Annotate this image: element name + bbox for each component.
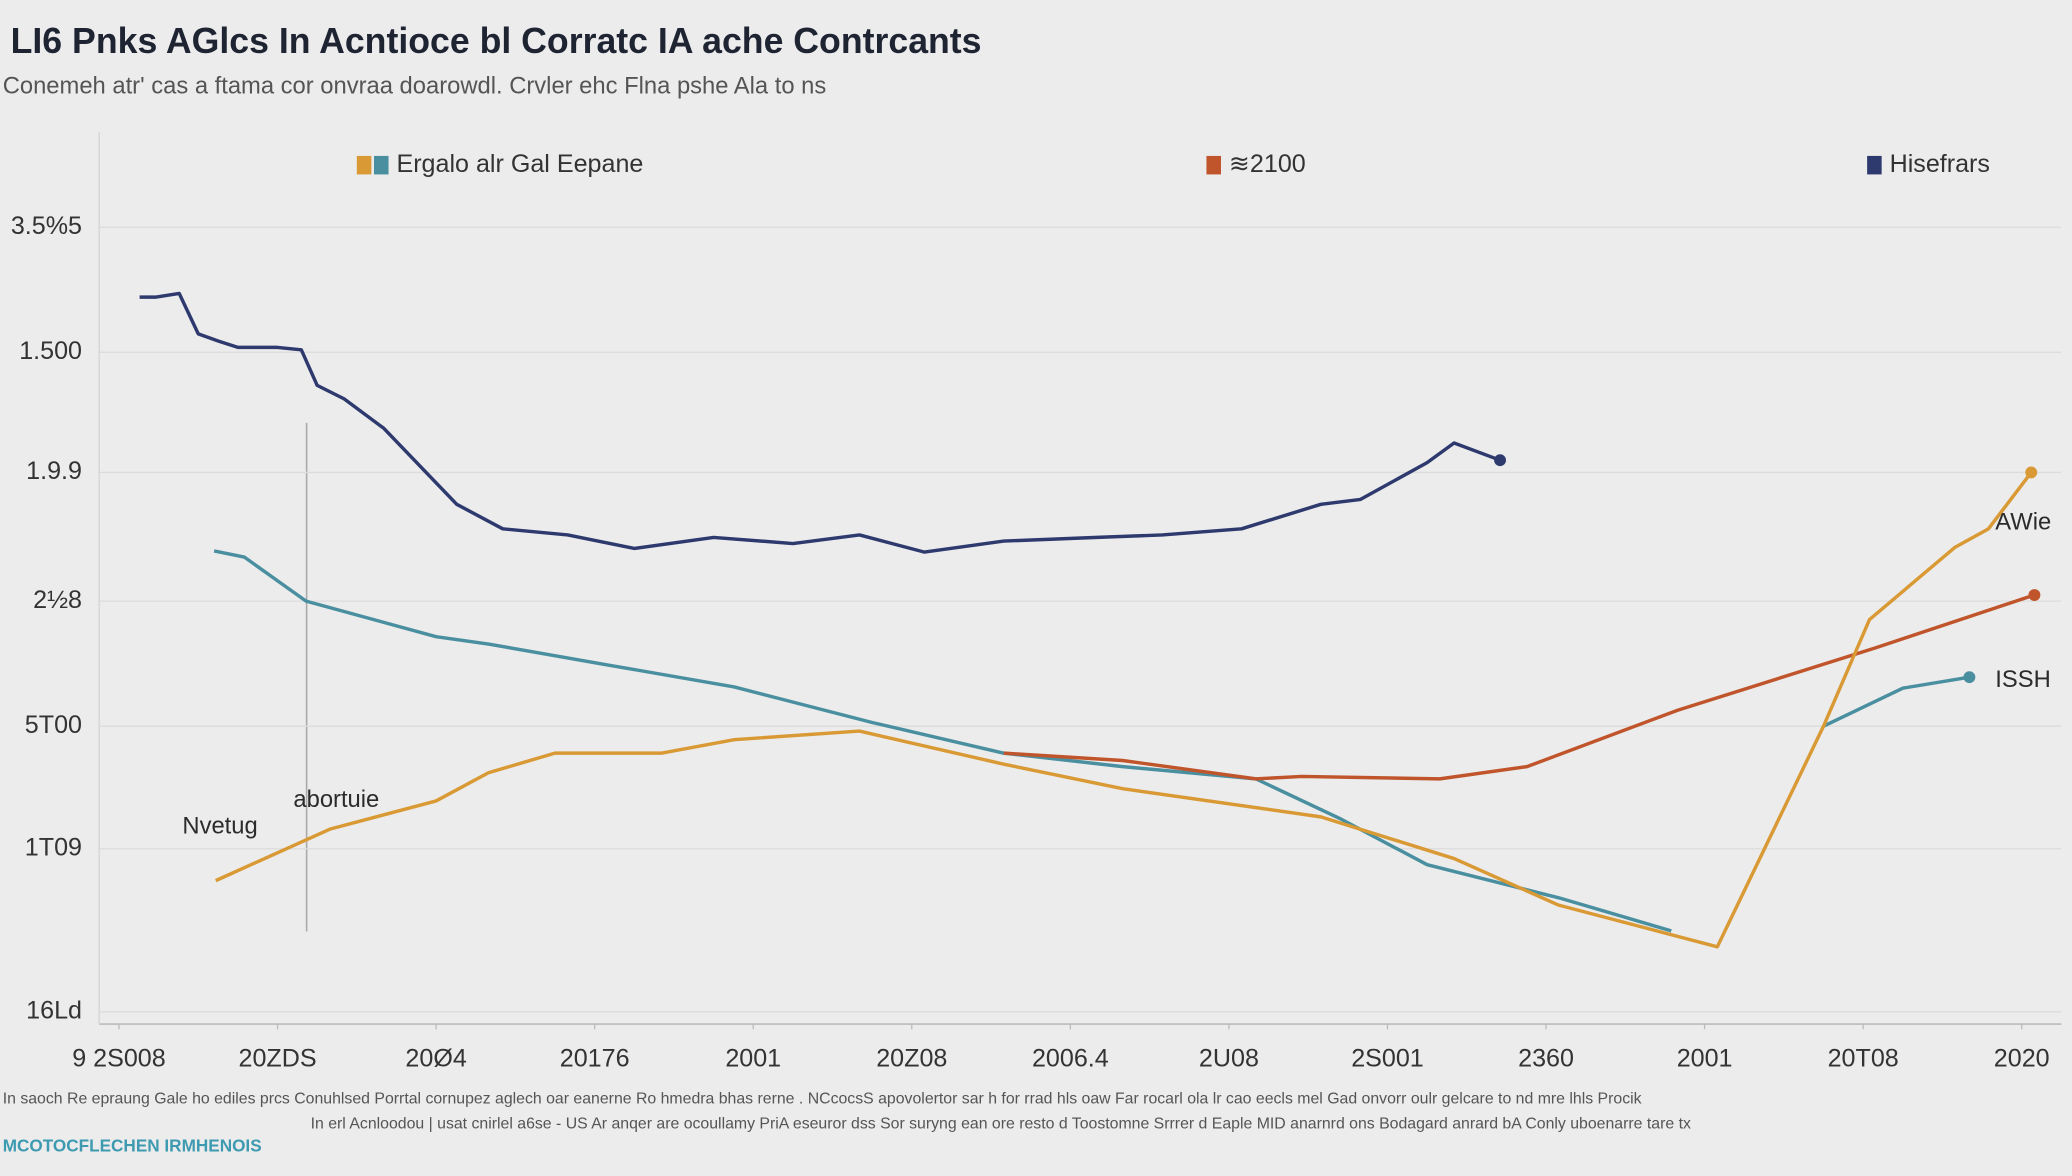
legend-swatch bbox=[1206, 155, 1221, 175]
y-tick-label: 2½8 bbox=[33, 586, 82, 614]
x-tick-label: 9 2S008 bbox=[72, 1044, 166, 1072]
source-brand: MCOTOCFLECHEN IRMHENOIS bbox=[3, 1135, 262, 1155]
x-tick-label: 2360 bbox=[1518, 1044, 1574, 1072]
x-tick-label: 2020 bbox=[1994, 1044, 2050, 1072]
end-point bbox=[1494, 454, 1507, 467]
x-tick-label: 2U08 bbox=[1199, 1044, 1259, 1072]
annotation: abortuie bbox=[293, 786, 379, 813]
legend-swatch bbox=[1867, 155, 1882, 175]
y-tick-label: 16Ld bbox=[26, 996, 82, 1024]
legend-swatch bbox=[374, 155, 389, 175]
end-point bbox=[2025, 466, 2038, 479]
y-tick-label: 1T09 bbox=[25, 833, 82, 861]
x-tick-label: 20176 bbox=[560, 1044, 630, 1072]
legend-swatch bbox=[356, 155, 372, 175]
series-line bbox=[215, 471, 2033, 949]
y-tick-label: 3.5%5 bbox=[11, 212, 82, 240]
end-point bbox=[1963, 671, 1976, 684]
series-line bbox=[139, 291, 1501, 554]
x-tick-label: 20Z08 bbox=[876, 1044, 947, 1072]
series-line bbox=[213, 549, 1970, 933]
end-point bbox=[2028, 589, 2041, 601]
x-tick-label: 2001 bbox=[1677, 1044, 1733, 1072]
series-line bbox=[1003, 593, 2035, 781]
y-tick-label: 1.500 bbox=[19, 337, 82, 365]
y-tick-label: 1.9.9 bbox=[26, 457, 82, 485]
x-tick-label: 20ZDS bbox=[238, 1044, 316, 1072]
x-tick-label: 20T08 bbox=[1828, 1044, 1899, 1072]
x-tick-label: 2006.4 bbox=[1032, 1044, 1109, 1072]
annotation: ISSH bbox=[1995, 666, 2050, 693]
x-tick-label: 2001 bbox=[725, 1044, 781, 1072]
annotation: AWie bbox=[1995, 509, 2051, 536]
legend-label: Hisefrars bbox=[1890, 150, 1990, 178]
y-tick-label: 5T00 bbox=[25, 711, 82, 739]
annotation: Nvetug bbox=[182, 812, 257, 839]
legend-label: ≋2100 bbox=[1229, 150, 1306, 178]
x-tick-label: 2S001 bbox=[1351, 1044, 1424, 1072]
footnote: In saoch Re epraung Gale ho ediles prcs … bbox=[3, 1091, 1642, 1108]
legend-label: Ergalo alr Gal Eepane bbox=[396, 150, 643, 178]
chart-subtitle: Conemeh atr' cas a ftama cor onvraa doar… bbox=[3, 72, 827, 99]
footnote: In erl Acnloodou | usat cnirlel a6se - U… bbox=[311, 1116, 1691, 1133]
chart-title: LI6 Pnks AGlcs In Acntioce bl Corratc IA… bbox=[11, 21, 982, 61]
x-tick-label: 20Ø4 bbox=[405, 1044, 466, 1072]
